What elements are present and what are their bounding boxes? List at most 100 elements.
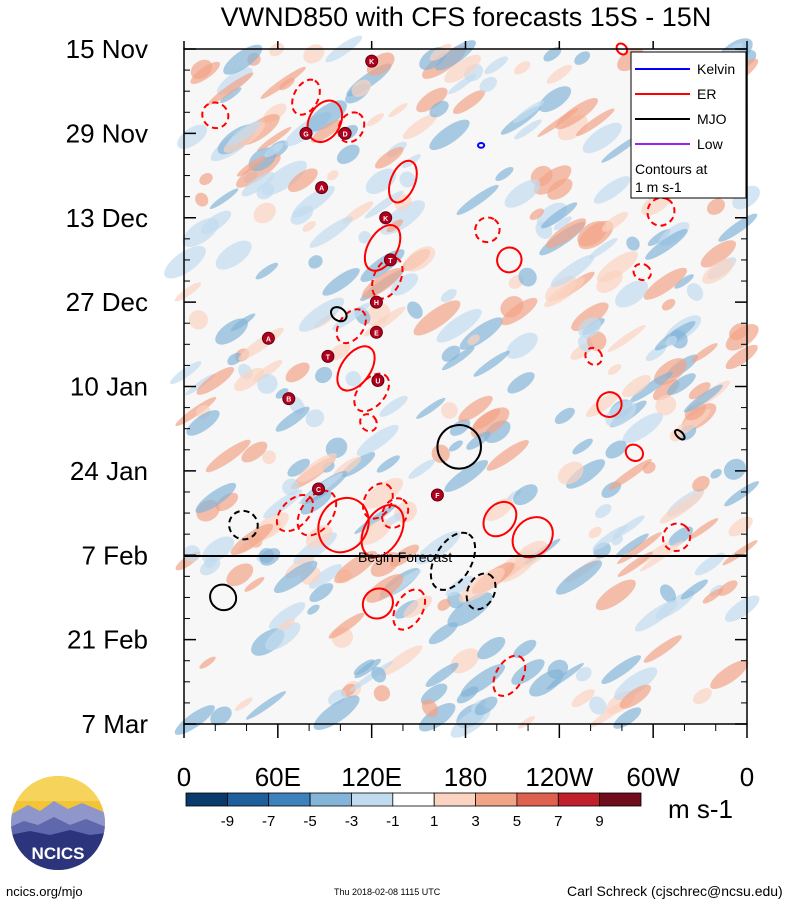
colorbar-swatch xyxy=(516,792,559,807)
field-patch xyxy=(706,198,726,215)
field-patch xyxy=(399,171,416,188)
colorbar-label: -7 xyxy=(262,813,275,830)
legend-label-er: ER xyxy=(697,86,716,102)
storm-label: T xyxy=(326,354,331,361)
field-patch xyxy=(174,705,215,735)
field-patch xyxy=(436,308,482,343)
field-patch xyxy=(345,371,362,387)
field-patch xyxy=(458,395,493,422)
field-patch xyxy=(358,231,372,244)
field-patch xyxy=(227,120,262,146)
storm-label: T xyxy=(388,258,393,265)
field-patch xyxy=(431,444,450,464)
field-patch xyxy=(643,635,682,663)
colorbar-swatch xyxy=(392,792,435,807)
storm-marker: T xyxy=(383,253,397,267)
field-patch xyxy=(710,660,749,689)
field-patch xyxy=(441,345,461,362)
x-tick-label: 0 xyxy=(740,762,754,792)
field-patch xyxy=(421,699,439,718)
field-patch xyxy=(205,439,251,473)
field-patch xyxy=(325,437,348,459)
field-patch xyxy=(354,658,381,679)
field-patch xyxy=(553,216,572,231)
storm-label: B xyxy=(286,397,291,404)
field-patch xyxy=(210,706,232,726)
field-patch xyxy=(575,666,592,682)
field-patch xyxy=(263,489,303,519)
field-patch xyxy=(453,89,486,115)
storm-label: A xyxy=(319,186,324,193)
field-patch xyxy=(183,545,201,562)
y-tick-label: 7 Feb xyxy=(82,540,149,570)
field-patch xyxy=(195,192,209,207)
field-patch xyxy=(379,395,408,417)
field-patch xyxy=(186,410,220,436)
field-patch xyxy=(543,46,562,62)
storm-marker: U xyxy=(371,374,385,387)
footer-website[interactable]: ncics.org/mjo xyxy=(6,884,83,899)
field-patch xyxy=(607,364,622,375)
er-contour xyxy=(353,372,391,413)
er-contour xyxy=(596,391,623,419)
field-patch xyxy=(550,254,595,287)
field-patch xyxy=(215,492,239,512)
legend-label-mjo: MJO xyxy=(697,111,727,127)
logo-text: NCICS xyxy=(32,844,85,863)
field-patch xyxy=(601,655,641,685)
field-patch xyxy=(328,612,365,639)
field-patch xyxy=(279,78,295,91)
field-patch xyxy=(665,335,678,347)
field-patch xyxy=(204,556,217,568)
field-patch xyxy=(262,450,277,465)
mjo-contour xyxy=(330,306,348,323)
colorbar: -9 -7 -5 -3 -1 1 3 5 7 9 xyxy=(185,792,642,830)
field-patch xyxy=(710,468,722,479)
field-patch xyxy=(407,301,423,319)
field-patch xyxy=(371,666,387,683)
field-patch xyxy=(654,321,696,351)
field-patch xyxy=(336,144,360,164)
field-patch xyxy=(327,170,339,181)
field-patch xyxy=(351,79,371,97)
storm-label: C xyxy=(316,487,321,494)
field-patch xyxy=(437,598,451,611)
storm-marker: B xyxy=(282,392,296,406)
field-patch xyxy=(486,440,529,471)
field-patch xyxy=(615,280,649,308)
field-patch xyxy=(588,238,618,259)
field-patch xyxy=(622,412,664,444)
field-patch xyxy=(692,475,710,492)
field-patch xyxy=(577,221,608,247)
field-patch xyxy=(164,245,206,279)
field-patch xyxy=(661,298,676,311)
field-patch xyxy=(596,251,638,283)
legend-label-low: Low xyxy=(697,136,724,152)
field-patch xyxy=(546,64,572,84)
y-tick-label: 10 Jan xyxy=(70,372,148,402)
field-patch xyxy=(404,246,436,272)
field-patch xyxy=(297,453,337,482)
field-patch xyxy=(702,258,734,284)
field-patch xyxy=(449,419,471,436)
storm-label: G xyxy=(303,131,309,138)
storm-marker: A xyxy=(315,181,329,195)
field-patch xyxy=(311,119,343,143)
colorbar-label: 5 xyxy=(513,813,521,830)
x-tick-label: 180 xyxy=(444,762,487,792)
x-tick-label: 60E xyxy=(255,762,301,792)
field-patch xyxy=(223,44,263,75)
storm-marker: F xyxy=(430,488,444,502)
field-patch xyxy=(571,689,595,708)
legend-note-line1: Contours at xyxy=(635,161,707,177)
field-patch xyxy=(429,100,449,118)
er-contour xyxy=(482,500,518,538)
colorbar-label: 7 xyxy=(554,813,562,830)
field-patch xyxy=(467,334,480,345)
field-patch xyxy=(547,178,573,200)
field-patch xyxy=(518,267,537,287)
field-patch xyxy=(287,168,318,193)
field-patch xyxy=(374,146,404,169)
field-patch xyxy=(645,228,688,260)
field-patch xyxy=(477,636,506,660)
